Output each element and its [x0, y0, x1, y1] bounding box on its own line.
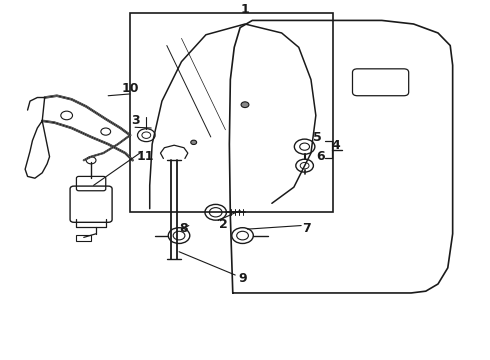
- Circle shape: [191, 140, 196, 144]
- Text: 1: 1: [241, 3, 249, 16]
- Bar: [130, 13, 333, 212]
- Text: 9: 9: [238, 272, 247, 285]
- Bar: [76, 234, 91, 241]
- Circle shape: [241, 102, 249, 108]
- Text: 8: 8: [180, 222, 188, 235]
- Text: 4: 4: [331, 139, 340, 152]
- Text: 3: 3: [131, 114, 139, 127]
- Text: 2: 2: [219, 218, 227, 231]
- Text: 11: 11: [136, 150, 153, 163]
- Text: 7: 7: [302, 222, 311, 235]
- Text: 6: 6: [317, 150, 325, 163]
- Text: 5: 5: [313, 131, 322, 144]
- Text: 10: 10: [122, 82, 139, 95]
